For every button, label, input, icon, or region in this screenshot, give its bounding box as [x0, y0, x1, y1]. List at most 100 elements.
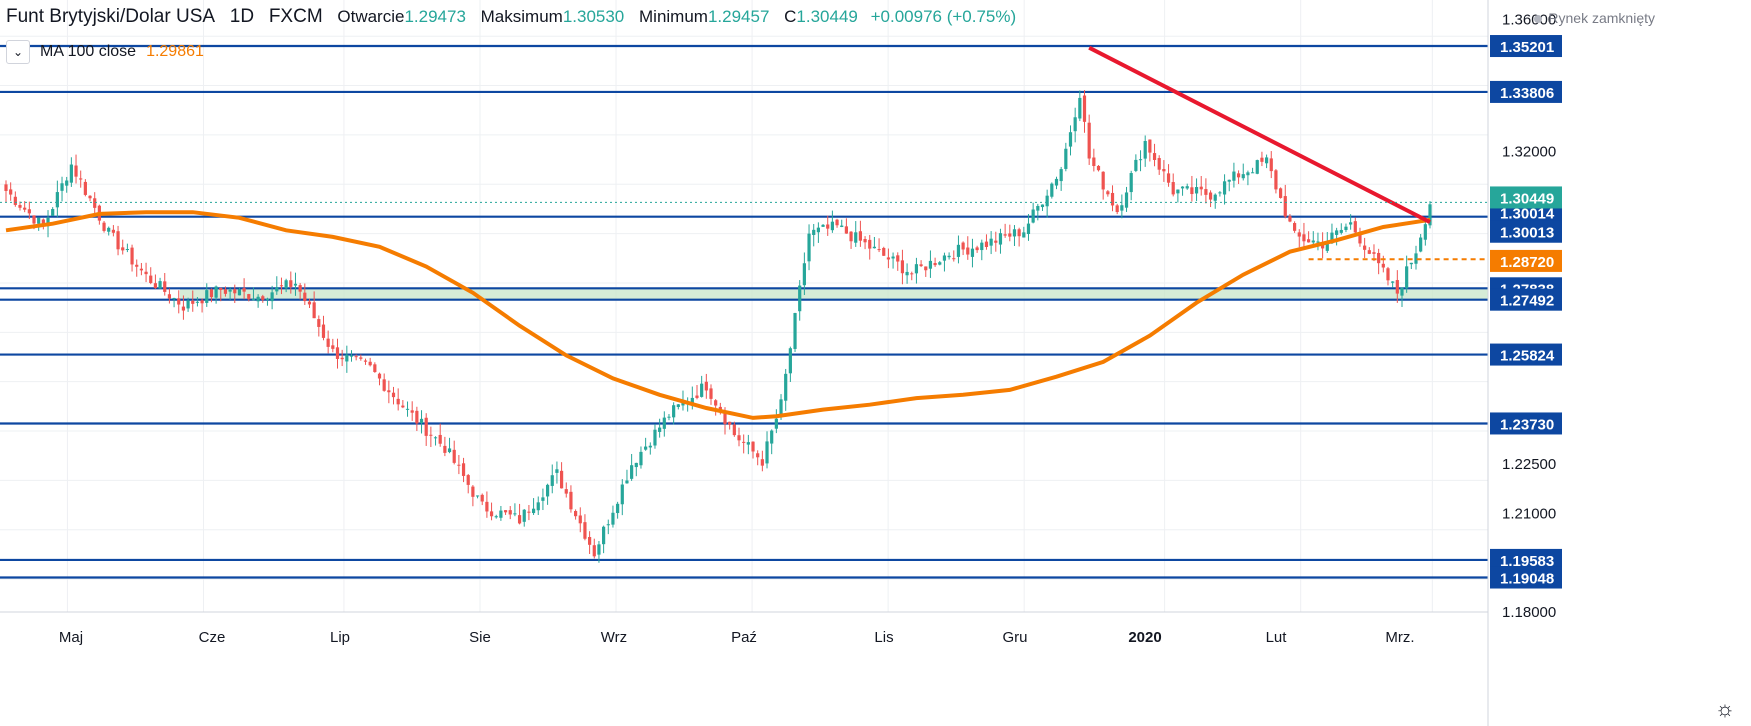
candle[interactable]	[186, 297, 190, 312]
candle[interactable]	[924, 266, 928, 277]
candle[interactable]	[382, 373, 386, 392]
candle[interactable]	[807, 224, 811, 271]
candle[interactable]	[1031, 202, 1035, 224]
candle[interactable]	[1241, 163, 1245, 181]
candle[interactable]	[1335, 227, 1339, 246]
candle[interactable]	[998, 228, 1003, 254]
candle[interactable]	[27, 201, 31, 220]
candle[interactable]	[742, 434, 746, 454]
candle[interactable]	[602, 525, 606, 554]
candle[interactable]	[611, 505, 615, 528]
candle[interactable]	[1409, 262, 1413, 270]
candle[interactable]	[489, 502, 494, 521]
candle[interactable]	[237, 287, 242, 296]
candle[interactable]	[541, 488, 545, 511]
candle[interactable]	[139, 262, 143, 276]
candle[interactable]	[522, 508, 526, 527]
candle[interactable]	[1008, 224, 1012, 242]
candle[interactable]	[545, 483, 550, 505]
candle[interactable]	[662, 411, 666, 437]
candle[interactable]	[1157, 155, 1161, 175]
candle[interactable]	[952, 250, 956, 262]
candle[interactable]	[1400, 287, 1404, 307]
candle[interactable]	[340, 349, 344, 367]
candle[interactable]	[1213, 193, 1217, 209]
candle[interactable]	[1381, 255, 1385, 273]
candle[interactable]	[1339, 223, 1343, 235]
candle[interactable]	[410, 401, 414, 421]
candle[interactable]	[863, 236, 867, 250]
candle[interactable]	[270, 285, 274, 310]
candle[interactable]	[195, 297, 200, 307]
candle[interactable]	[153, 274, 158, 289]
candle[interactable]	[443, 436, 447, 457]
candle[interactable]	[293, 272, 298, 296]
candle[interactable]	[588, 531, 592, 554]
candle[interactable]	[349, 350, 354, 362]
candle[interactable]	[938, 261, 942, 266]
candle[interactable]	[555, 461, 559, 484]
candle[interactable]	[373, 362, 377, 373]
candle[interactable]	[130, 244, 134, 272]
candle[interactable]	[877, 238, 881, 253]
candle[interactable]	[461, 457, 466, 483]
candle[interactable]	[1087, 114, 1091, 165]
candle[interactable]	[396, 388, 400, 411]
candle[interactable]	[732, 421, 736, 437]
candle[interactable]	[289, 271, 293, 294]
candle[interactable]	[219, 287, 223, 302]
candle[interactable]	[695, 385, 699, 400]
candle[interactable]	[499, 505, 503, 521]
candle[interactable]	[298, 283, 302, 300]
candle[interactable]	[1059, 166, 1063, 191]
candle[interactable]	[840, 219, 844, 228]
candle[interactable]	[1278, 187, 1283, 199]
candle[interactable]	[125, 243, 129, 253]
candle[interactable]	[485, 491, 489, 518]
candle[interactable]	[774, 409, 778, 434]
candle[interactable]	[517, 503, 522, 525]
candle[interactable]	[751, 441, 755, 459]
candle[interactable]	[1204, 178, 1208, 204]
candle[interactable]	[163, 272, 167, 296]
candle[interactable]	[326, 330, 330, 354]
candle[interactable]	[79, 170, 83, 188]
candle[interactable]	[970, 238, 975, 268]
candle[interactable]	[1423, 219, 1427, 246]
candle[interactable]	[363, 358, 368, 365]
candle[interactable]	[9, 182, 13, 201]
candle[interactable]	[700, 375, 704, 398]
candle[interactable]	[149, 267, 153, 285]
candle[interactable]	[312, 291, 316, 319]
candle[interactable]	[1297, 229, 1301, 248]
candle[interactable]	[1246, 170, 1250, 186]
candle[interactable]	[854, 221, 858, 247]
candle[interactable]	[634, 462, 638, 477]
candle[interactable]	[891, 252, 895, 269]
candle[interactable]	[1120, 194, 1124, 219]
candle[interactable]	[93, 192, 97, 214]
candle[interactable]	[858, 220, 862, 247]
candle[interactable]	[1162, 160, 1166, 182]
candle[interactable]	[1311, 231, 1315, 245]
candle[interactable]	[1180, 186, 1185, 196]
candle[interactable]	[424, 413, 428, 446]
candle[interactable]	[391, 386, 396, 405]
candle[interactable]	[914, 257, 919, 284]
candle[interactable]	[55, 180, 59, 218]
candle[interactable]	[616, 501, 620, 519]
candle[interactable]	[494, 514, 498, 519]
candle[interactable]	[1367, 247, 1371, 255]
candle[interactable]	[345, 345, 349, 373]
candle[interactable]	[746, 434, 750, 455]
candle[interactable]	[1096, 165, 1101, 172]
candle[interactable]	[1190, 175, 1194, 202]
candle[interactable]	[919, 260, 923, 268]
candle[interactable]	[177, 290, 181, 314]
candle[interactable]	[1232, 162, 1236, 188]
candle[interactable]	[559, 462, 564, 489]
candle[interactable]	[303, 283, 307, 305]
candle[interactable]	[279, 277, 284, 295]
candle[interactable]	[653, 424, 657, 449]
